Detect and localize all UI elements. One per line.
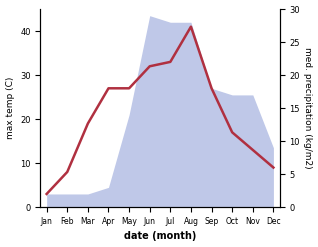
- Y-axis label: med. precipitation (kg/m2): med. precipitation (kg/m2): [303, 47, 313, 169]
- X-axis label: date (month): date (month): [124, 231, 196, 242]
- Y-axis label: max temp (C): max temp (C): [5, 77, 15, 139]
